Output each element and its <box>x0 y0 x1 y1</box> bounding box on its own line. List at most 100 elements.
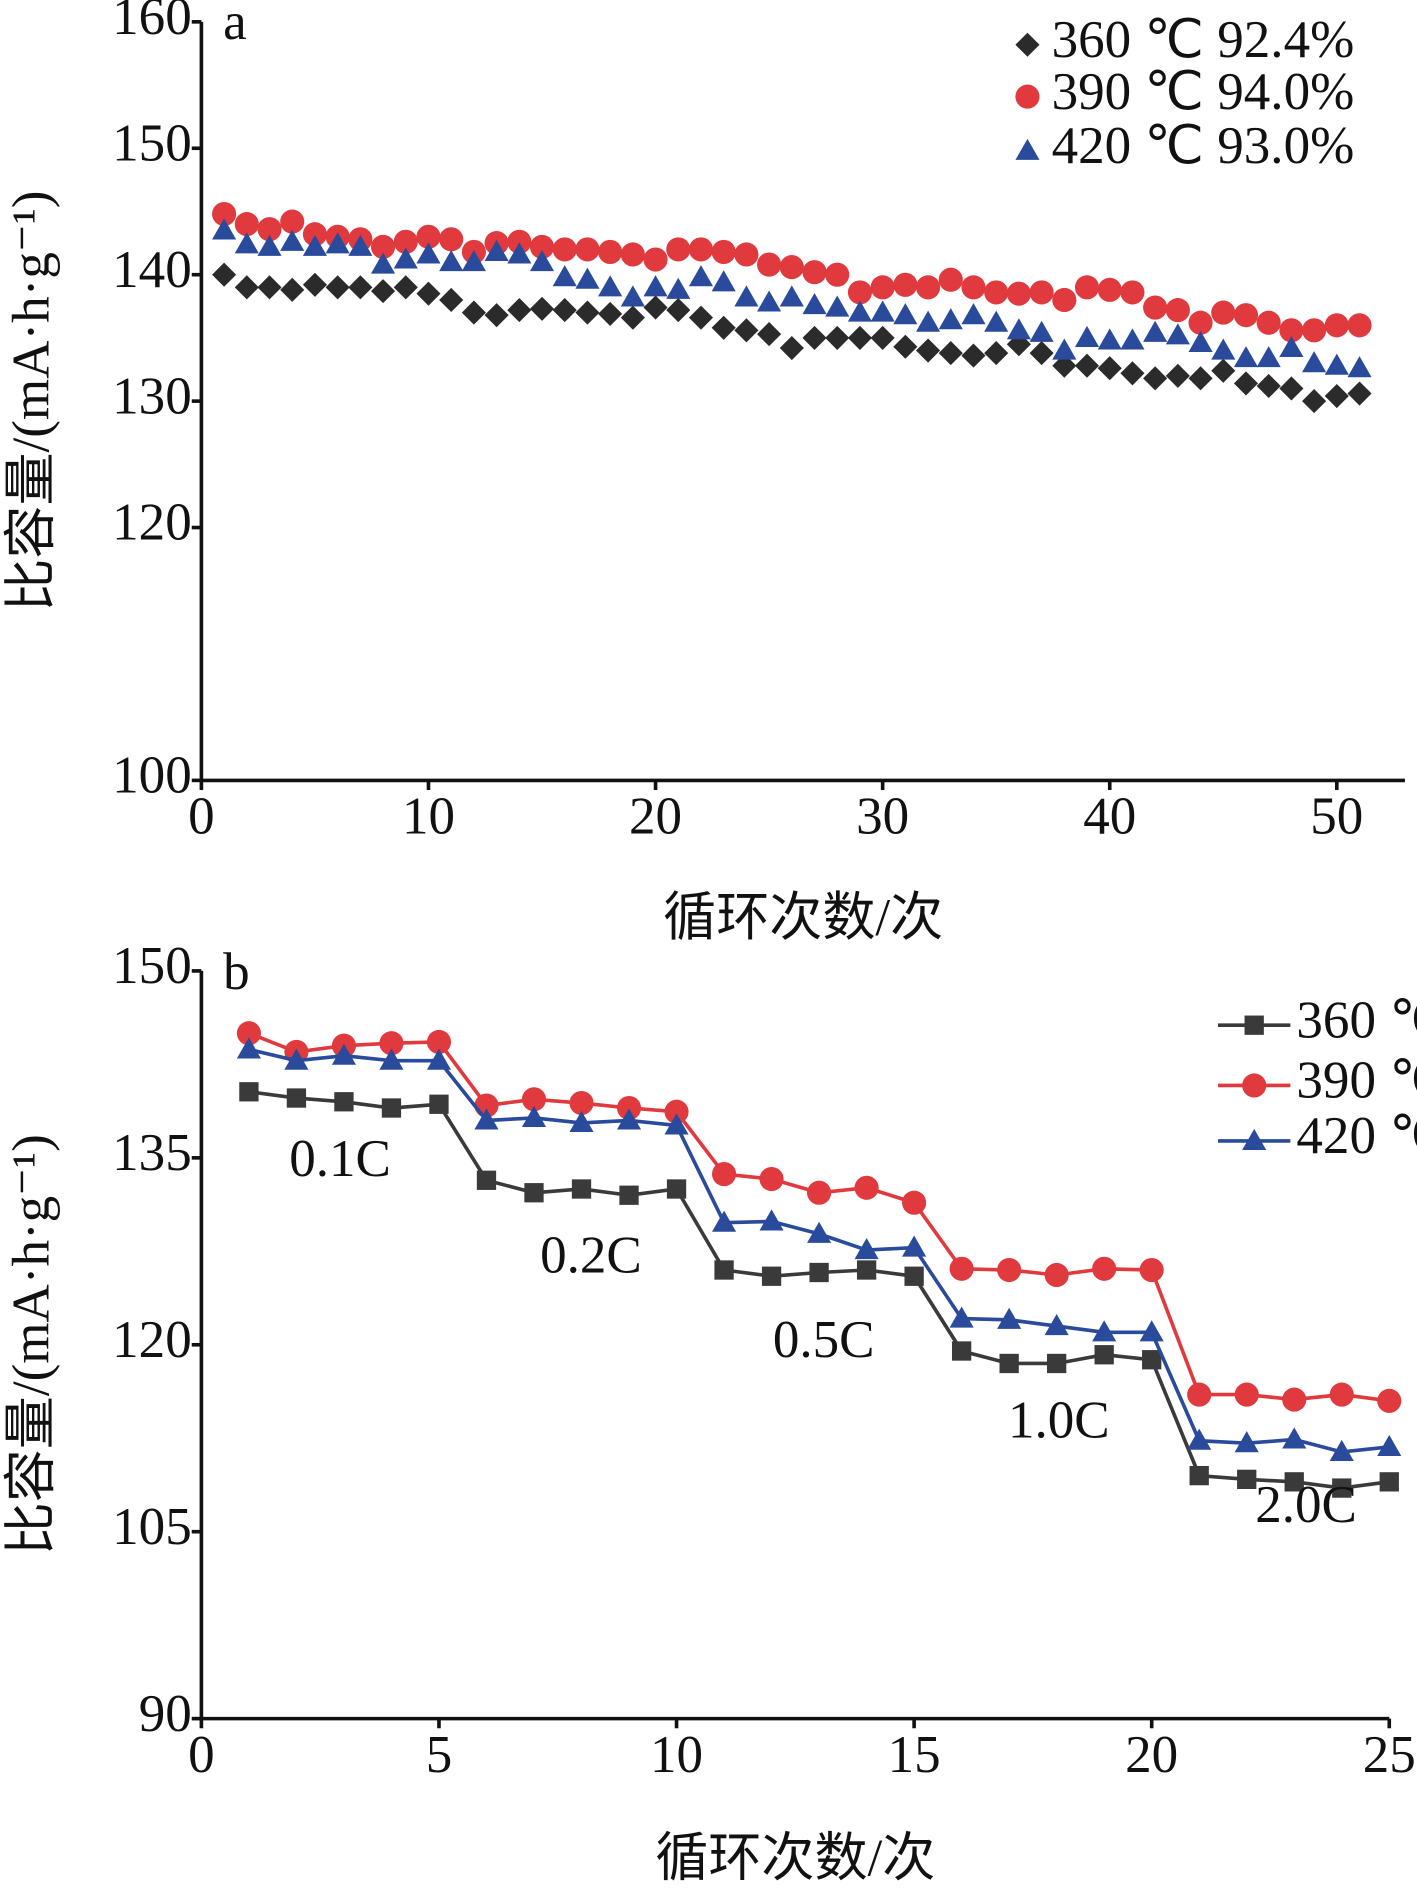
marker <box>616 1095 642 1121</box>
marker <box>484 303 509 328</box>
marker <box>1379 1472 1399 1492</box>
marker <box>951 1341 972 1361</box>
marker <box>371 252 396 274</box>
marker <box>334 1092 354 1112</box>
marker <box>620 305 645 330</box>
marker <box>348 275 373 300</box>
marker <box>1234 1382 1259 1407</box>
annotation: 0.2C <box>540 1227 642 1285</box>
marker <box>779 255 804 280</box>
marker <box>1052 338 1077 360</box>
marker <box>234 232 259 254</box>
marker <box>759 1166 784 1192</box>
marker <box>984 310 1009 332</box>
marker <box>1047 1353 1067 1374</box>
legend-marker <box>1015 138 1040 160</box>
marker <box>348 234 373 256</box>
marker <box>643 275 668 297</box>
marker <box>393 247 418 269</box>
marker <box>1097 356 1122 381</box>
legend-marker <box>1015 84 1040 109</box>
marker <box>643 247 668 272</box>
legend-label: 360 ℃ 92.4% <box>1052 11 1355 69</box>
marker <box>938 308 963 330</box>
y-tick-label: 120 <box>112 494 192 552</box>
marker <box>666 298 691 323</box>
marker <box>1302 389 1327 414</box>
marker <box>856 1260 877 1280</box>
y-tick-label: 90 <box>139 1685 192 1743</box>
marker <box>1097 277 1122 302</box>
marker <box>761 1266 782 1286</box>
marker <box>916 275 941 300</box>
marker <box>521 1105 547 1128</box>
marker <box>1211 358 1236 383</box>
annotation: 2.0C <box>1255 1476 1357 1534</box>
marker <box>1329 1382 1354 1407</box>
marker <box>381 1098 402 1118</box>
marker <box>759 1209 784 1231</box>
marker <box>711 270 736 292</box>
marker <box>711 239 736 264</box>
marker <box>711 1161 737 1187</box>
marker <box>1143 320 1168 342</box>
marker <box>825 295 850 317</box>
marker <box>916 310 941 332</box>
marker <box>236 1021 261 1046</box>
marker <box>1052 353 1077 378</box>
marker <box>1052 287 1077 313</box>
marker <box>1377 1434 1402 1457</box>
marker <box>1332 1478 1352 1498</box>
marker <box>688 305 714 330</box>
marker <box>1324 313 1349 338</box>
marker <box>809 1262 829 1283</box>
marker <box>734 242 759 267</box>
marker <box>1302 318 1327 343</box>
marker <box>552 298 577 323</box>
x-tick-label: 20 <box>1125 1726 1178 1784</box>
marker <box>1139 1257 1164 1283</box>
marker <box>779 335 804 361</box>
marker <box>371 279 396 304</box>
marker <box>734 285 759 307</box>
marker <box>1256 346 1281 368</box>
marker <box>1329 1439 1354 1461</box>
marker <box>507 298 532 323</box>
marker <box>371 234 396 259</box>
marker <box>1188 310 1213 335</box>
marker <box>1094 1345 1114 1365</box>
marker <box>569 1110 594 1133</box>
marker <box>284 1048 309 1070</box>
marker <box>904 1266 924 1286</box>
y-tick-label: 130 <box>112 367 192 425</box>
marker <box>870 325 895 350</box>
x-tick-label: 30 <box>856 788 909 846</box>
marker <box>1188 330 1213 353</box>
marker <box>280 209 305 234</box>
marker <box>1324 383 1349 409</box>
legend-marker <box>1015 32 1040 57</box>
marker <box>779 285 804 307</box>
marker <box>302 272 327 297</box>
marker <box>1165 363 1190 388</box>
marker <box>1377 1388 1402 1413</box>
marker <box>575 237 600 262</box>
marker <box>393 229 418 254</box>
x-tick-label: 50 <box>1310 788 1363 846</box>
annotation: 0.5C <box>773 1311 875 1369</box>
y-tick-label: 120 <box>112 1311 192 1369</box>
marker <box>643 295 668 320</box>
marker <box>234 212 259 237</box>
marker <box>280 277 305 302</box>
marker <box>1120 280 1145 305</box>
marker <box>949 1256 974 1281</box>
marker <box>711 315 736 340</box>
marker <box>961 343 986 368</box>
marker <box>997 1257 1022 1283</box>
marker <box>1143 366 1168 391</box>
marker <box>802 292 827 315</box>
marker <box>1324 353 1349 375</box>
x-tick-label: 10 <box>650 1726 703 1784</box>
marker <box>575 267 600 289</box>
